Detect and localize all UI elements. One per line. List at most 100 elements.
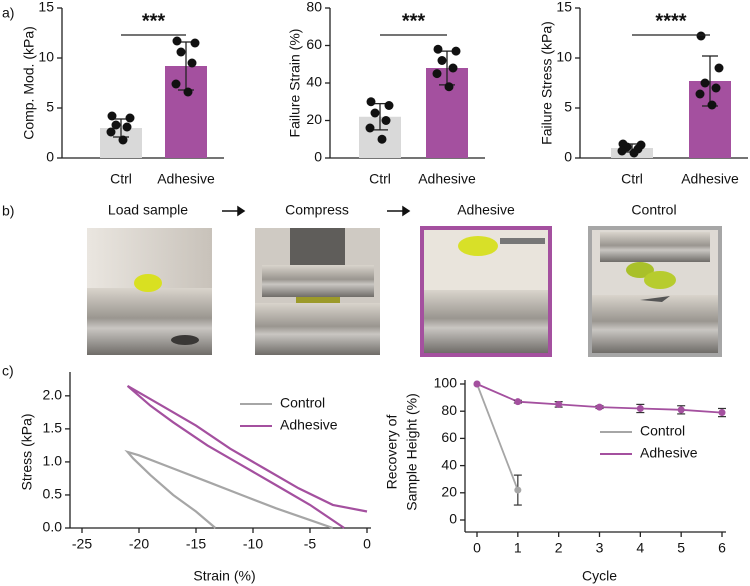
data-point [696, 31, 706, 41]
x-tick-label: 6 [718, 540, 726, 556]
x-tick-label: Adhesive [681, 171, 739, 187]
data-point [711, 83, 721, 93]
photo [87, 228, 212, 355]
data-point [714, 63, 724, 73]
data-point [187, 58, 197, 68]
data-point [365, 123, 375, 133]
data-point [176, 47, 186, 57]
y-tick-label: 20 [441, 484, 457, 500]
arrows [222, 205, 411, 217]
y-tick-label: 80 [441, 402, 457, 418]
data-point [384, 101, 394, 110]
photo [255, 228, 380, 355]
series-line [476, 383, 519, 491]
legend-label: Adhesive [640, 445, 698, 461]
series-line [124, 449, 334, 530]
data-point [707, 100, 717, 110]
x-tick-label: 3 [596, 540, 604, 556]
x-axis-label: Strain (%) [193, 568, 255, 584]
x-tick-label: 5 [677, 540, 685, 556]
y-axis-label: Recovery of [384, 415, 400, 490]
data-point [555, 400, 563, 408]
data-point [433, 44, 443, 54]
data-point [381, 116, 391, 125]
x-tick-label: 4 [636, 540, 644, 556]
data-point [718, 409, 726, 417]
x-tick-label: 0 [473, 540, 481, 556]
photo [420, 226, 552, 357]
data-point [111, 120, 121, 130]
data-point [451, 46, 461, 56]
data-point [366, 97, 376, 107]
data-point [106, 127, 116, 137]
y-tick-label: 15 [556, 0, 572, 15]
data-point [370, 108, 380, 118]
panel-label: b) [2, 203, 14, 219]
significance-label: *** [402, 10, 426, 32]
data-point [122, 122, 132, 132]
y-axis-label: Comp. Mod. (kPa) [21, 26, 37, 140]
x-tick-label: -25 [72, 536, 92, 552]
data-point [700, 78, 710, 88]
y-tick-label: 10 [38, 49, 54, 65]
photo-label: Control [631, 202, 676, 218]
panel-label: c) [2, 363, 14, 379]
y-tick-label: 5 [46, 99, 54, 115]
y-tick-label: 100 [434, 375, 458, 391]
data-point [172, 36, 182, 46]
legend-label: Control [280, 395, 325, 411]
series-line [126, 384, 368, 529]
data-point [107, 111, 117, 121]
data-point [448, 63, 458, 73]
data-point [514, 486, 522, 494]
photo-label: Adhesive [457, 202, 515, 218]
data-point [118, 135, 128, 145]
y-tick-label: 0.0 [43, 519, 63, 535]
data-point [432, 69, 442, 79]
x-tick-label: -5 [304, 536, 317, 552]
x-tick-label: -20 [129, 536, 149, 552]
data-point [437, 56, 447, 65]
x-tick-label: -10 [243, 536, 263, 552]
data-point [125, 113, 135, 123]
photo-label: Compress [285, 202, 349, 218]
x-tick-label: 1 [514, 540, 522, 556]
data-point [636, 404, 644, 412]
y-tick-label: 2.0 [43, 387, 63, 403]
y-tick-label: 10 [556, 49, 572, 65]
y-tick-label: 0 [314, 149, 322, 165]
y-tick-label: 40 [441, 456, 457, 472]
y-axis-label: Stress (kPa) [19, 413, 35, 490]
x-tick-label: Adhesive [157, 171, 215, 187]
y-tick-label: 0 [46, 149, 54, 165]
x-axis-label: Cycle [582, 568, 617, 584]
x-tick-label: Ctrl [110, 171, 132, 187]
photo-label: Load sample [108, 202, 188, 218]
y-tick-label: 60 [441, 429, 457, 445]
data-point [514, 398, 522, 406]
data-point [190, 38, 200, 48]
x-tick-label: Ctrl [369, 171, 391, 187]
y-axis-label: Failure Stress (kPa) [539, 21, 555, 145]
data-point [695, 89, 705, 99]
y-tick-label: 0 [564, 149, 572, 165]
data-point [183, 87, 193, 97]
data-point [596, 403, 603, 411]
significance-label: **** [655, 10, 686, 32]
legend-label: Adhesive [280, 417, 338, 433]
data-point [473, 380, 481, 388]
y-tick-label: 5 [564, 99, 572, 115]
y-tick-label: 1.5 [43, 420, 63, 436]
y-tick-label: 20 [306, 111, 322, 127]
x-tick-label: Ctrl [621, 171, 643, 187]
x-tick-label: -15 [186, 536, 206, 552]
data-point [629, 148, 639, 158]
panel-label: a) [2, 5, 14, 21]
data-point [677, 406, 685, 414]
y-tick-label: 40 [306, 74, 322, 90]
data-point [444, 82, 454, 92]
y-tick-label: 15 [38, 0, 54, 15]
x-tick-label: 2 [555, 540, 563, 556]
y-axis-label: Sample Height (%) [404, 393, 420, 511]
